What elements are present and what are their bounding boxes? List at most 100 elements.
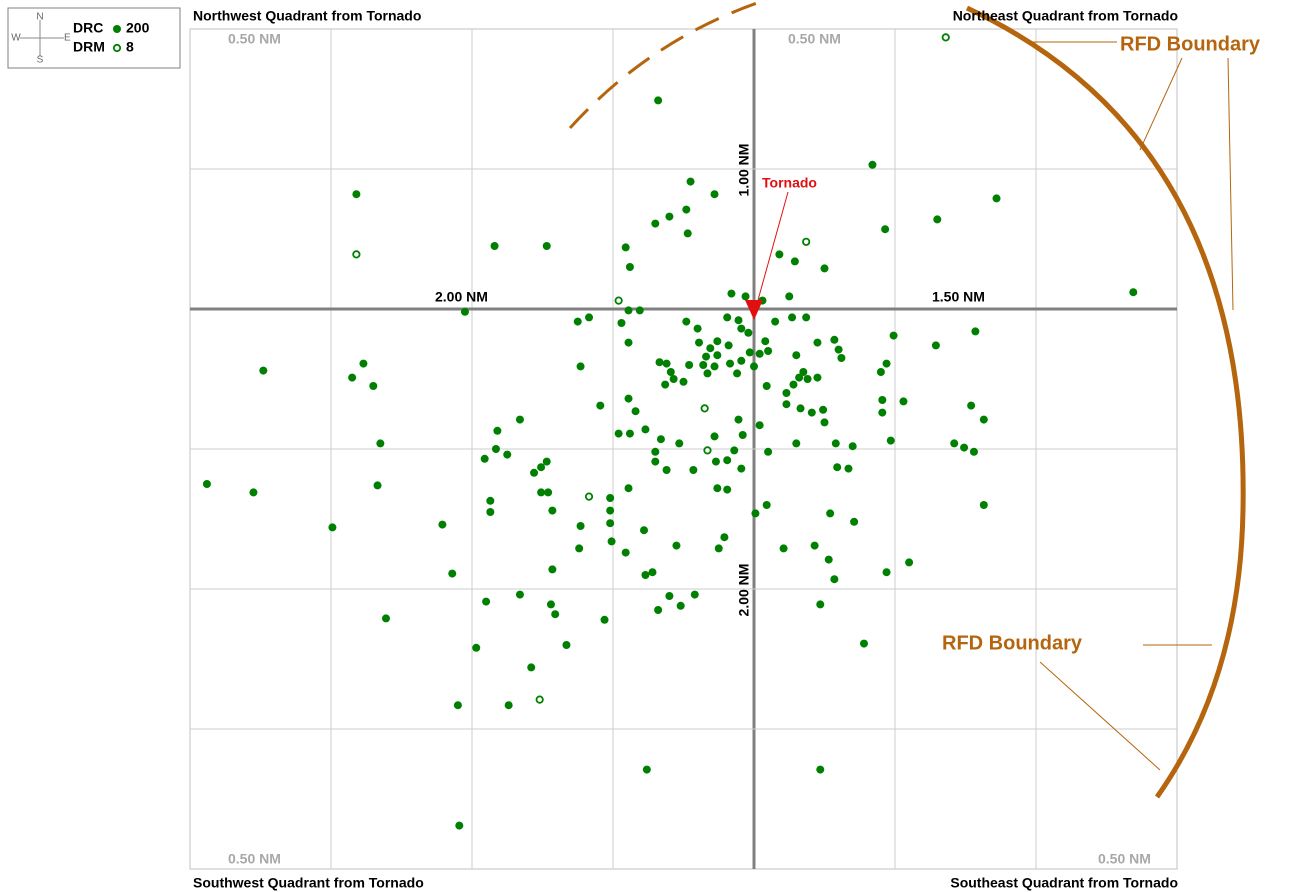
rfd-boundary (965, 5, 1246, 799)
data-point (706, 344, 715, 353)
data-point (931, 341, 940, 350)
data-point (606, 519, 615, 528)
data-point (480, 454, 489, 463)
rfd-pointer (1039, 661, 1161, 771)
data-point (824, 555, 833, 564)
data-point (1129, 288, 1138, 297)
data-point (876, 368, 885, 376)
data-point (672, 541, 681, 550)
data-point (537, 463, 546, 472)
distance-label: 1.50 NM (932, 289, 985, 305)
data-point (899, 397, 908, 406)
data-point (491, 445, 500, 453)
data-point (666, 368, 675, 376)
points (202, 33, 1138, 830)
data-point (682, 317, 691, 326)
data-point (576, 522, 585, 530)
data-point (713, 484, 722, 493)
data-point (833, 463, 842, 472)
rfd-label: RFD Boundary (942, 632, 1083, 654)
data-point (641, 425, 650, 434)
data-point (967, 401, 976, 410)
data-point (702, 352, 711, 361)
data-point (669, 375, 678, 383)
data-point (359, 359, 368, 368)
data-point (617, 319, 626, 327)
data-point (733, 369, 742, 378)
data-point (486, 496, 495, 505)
data-point (202, 480, 211, 488)
data-point (762, 382, 771, 390)
data-point (624, 306, 633, 315)
data-point (490, 242, 499, 250)
data-point (730, 446, 739, 455)
compass-letter: N (36, 12, 43, 23)
data-point (762, 501, 771, 509)
data-point (641, 571, 650, 579)
data-point (830, 575, 839, 584)
data-point (882, 359, 891, 368)
compass-letter: E (64, 33, 71, 44)
data-point (819, 405, 828, 414)
data-point (710, 432, 719, 441)
data-point (905, 558, 914, 567)
data-point (751, 509, 760, 518)
corner-label: 0.50 NM (228, 851, 281, 867)
data-point (482, 597, 491, 606)
data-point (802, 237, 811, 246)
data-point (737, 324, 746, 333)
data-point (631, 407, 640, 416)
data-point (826, 509, 835, 518)
data-point (640, 526, 649, 535)
data-point (881, 225, 890, 234)
data-point (453, 701, 462, 710)
data-point (779, 544, 788, 553)
data-point (807, 408, 816, 417)
data-point (685, 361, 694, 369)
rfd-pointer (1227, 57, 1234, 311)
data-point (726, 359, 735, 368)
data-point (727, 289, 736, 298)
rfd-label: RFD Boundary (1120, 33, 1261, 55)
data-point (789, 380, 798, 389)
legend-count: 8 (126, 39, 134, 55)
data-point (750, 362, 758, 371)
data-point (699, 361, 708, 369)
data-point (713, 337, 722, 346)
data-point (651, 219, 660, 228)
data-point (782, 400, 791, 409)
data-point (830, 335, 839, 344)
data-point (792, 439, 801, 448)
data-point (614, 296, 623, 305)
data-point (771, 317, 780, 326)
data-point (933, 215, 942, 224)
data-point (493, 426, 502, 435)
data-point (700, 404, 709, 413)
data-point (803, 375, 812, 383)
data-point (584, 492, 594, 501)
legend-marker (112, 43, 122, 53)
data-point (723, 485, 732, 494)
data-point (683, 229, 692, 238)
data-point (621, 548, 630, 557)
data-point (710, 362, 719, 371)
data-point (690, 590, 699, 599)
data-point (352, 190, 361, 199)
data-point (941, 33, 950, 42)
corner-label: 0.50 NM (228, 31, 281, 47)
data-point (810, 541, 819, 550)
data-point (600, 615, 609, 624)
data-point (992, 194, 1001, 203)
grid (190, 29, 1177, 869)
data-point (661, 380, 670, 389)
data-point (625, 263, 634, 271)
data-point (503, 450, 512, 459)
data-point (723, 456, 732, 465)
data-point (486, 508, 495, 516)
data-point (562, 641, 571, 649)
data-point (788, 313, 797, 322)
data-point (546, 600, 555, 609)
data-point (693, 324, 702, 333)
data-point (834, 345, 843, 354)
data-point (682, 205, 691, 214)
